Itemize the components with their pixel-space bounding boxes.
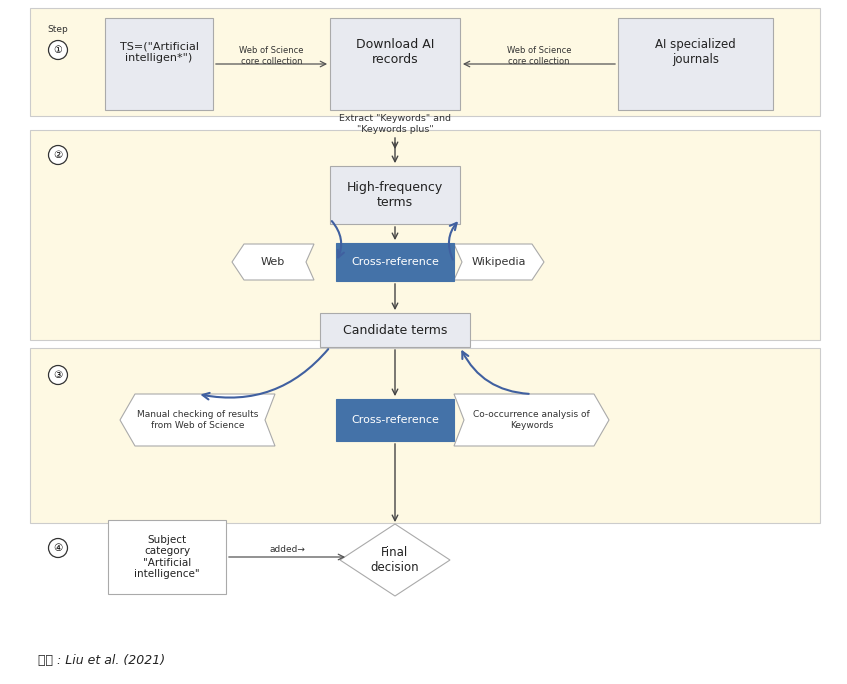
Polygon shape [232,244,314,280]
FancyBboxPatch shape [30,8,820,116]
Text: ④: ④ [53,543,63,553]
Text: Web of Science
core collection: Web of Science core collection [239,47,304,66]
FancyBboxPatch shape [108,520,226,594]
Text: ①: ① [53,45,63,55]
Text: Final
decision: Final decision [371,546,419,574]
FancyBboxPatch shape [336,243,454,281]
Circle shape [48,146,68,164]
Polygon shape [454,244,544,280]
Circle shape [48,40,68,60]
Text: Wikipedia: Wikipedia [472,257,526,267]
Text: Candidate terms: Candidate terms [343,324,447,337]
Text: 출처 : Liu et al. (2021): 출처 : Liu et al. (2021) [38,653,165,666]
Text: Subject
category
"Artificial
intelligence": Subject category "Artificial intelligenc… [134,535,200,579]
Text: Cross-reference: Cross-reference [351,257,439,267]
Text: TS=("Artificial
intelligen*"): TS=("Artificial intelligen*") [119,41,198,63]
Text: Extract "Keywords" and
"Keywords plus": Extract "Keywords" and "Keywords plus" [339,114,451,133]
FancyBboxPatch shape [330,166,460,224]
FancyBboxPatch shape [105,18,213,110]
Polygon shape [454,394,609,446]
Text: ②: ② [53,150,63,160]
FancyBboxPatch shape [330,18,460,110]
Polygon shape [340,524,450,596]
Text: Download AI
records: Download AI records [356,38,435,66]
FancyBboxPatch shape [320,313,470,347]
Text: Manual checking of results
from Web of Science: Manual checking of results from Web of S… [137,410,258,430]
Text: High-frequency
terms: High-frequency terms [347,181,443,209]
Text: AI specialized
journals: AI specialized journals [655,38,736,66]
Text: Co-occurrence analysis of
Keywords: Co-occurrence analysis of Keywords [473,410,590,430]
Text: Step: Step [47,25,69,34]
FancyBboxPatch shape [30,348,820,523]
Circle shape [48,538,68,557]
Text: Web: Web [261,257,285,267]
Polygon shape [120,394,275,446]
Circle shape [48,365,68,384]
Text: ③: ③ [53,370,63,380]
FancyBboxPatch shape [30,130,820,340]
FancyBboxPatch shape [618,18,773,110]
Text: added→: added→ [269,544,305,553]
Text: Cross-reference: Cross-reference [351,415,439,425]
FancyBboxPatch shape [336,399,454,441]
Text: Web of Science
core collection: Web of Science core collection [507,47,571,66]
